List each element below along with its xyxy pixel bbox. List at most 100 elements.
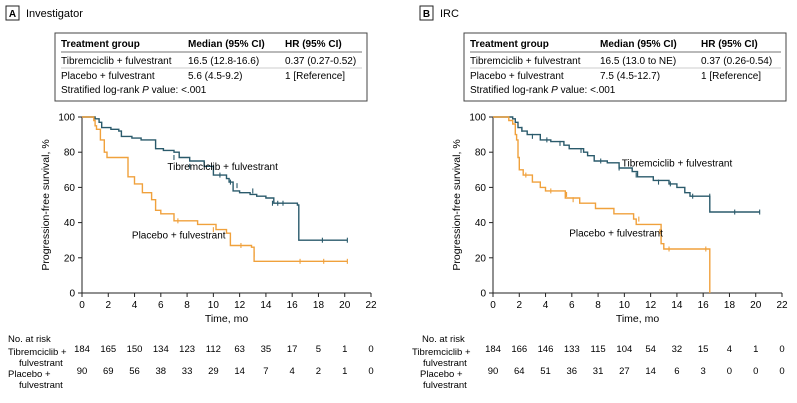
x-tick-label: 12: [645, 300, 657, 311]
x-tick-label: 14: [671, 300, 683, 311]
table-header-hr: HR (95% CI): [285, 39, 342, 50]
risk-count: 134: [153, 344, 169, 355]
table-row-tibremciclib-group: Tibremciclib + fulvestrant: [61, 56, 172, 67]
y-tick-label: 20: [64, 253, 76, 264]
y-axis-label: Progression-free survival, %: [40, 139, 52, 270]
placebo-curve: [493, 116, 711, 293]
y-tick-label: 60: [64, 183, 76, 194]
risk-count: 56: [129, 366, 140, 377]
risk-count: 112: [206, 344, 221, 355]
x-tick-label: 2: [105, 300, 111, 311]
panel-title: Investigator: [26, 8, 83, 20]
x-tick-label: 18: [724, 300, 736, 311]
risk-count: 150: [127, 344, 143, 355]
risk-count: 104: [616, 344, 632, 355]
risk-count: 165: [100, 344, 116, 355]
risk-count: 31: [593, 366, 604, 377]
x-tick-label: 16: [698, 300, 710, 311]
tibremciclib-curve: [82, 116, 348, 241]
placebo-curve-label: Placebo + fulvestrant: [569, 229, 663, 240]
table-row-tibremciclib-median: 16.5 (12.8-16.6): [188, 56, 259, 67]
risk-count: 115: [591, 344, 606, 355]
risk-count: 133: [564, 344, 580, 355]
table-row-placebo-group: Placebo + fulvestrant: [470, 71, 564, 82]
risk-table-title: No. at risk: [422, 334, 465, 345]
risk-row-label-tibremciclib: Tibremciclib + fulvestrant: [8, 347, 67, 369]
km-plot: 0 20 40 60 80 100 0 2 4 6 8 10 12 14 16 18 20 22 Time, mo P…: [451, 113, 788, 326]
x-tick-label: 0: [490, 300, 496, 311]
y-tick-label: 80: [64, 148, 76, 159]
risk-count: 146: [538, 344, 554, 355]
y-tick-label: 20: [475, 253, 487, 264]
table-header-group: Treatment group: [470, 39, 549, 50]
table-footer: Stratified log-rank P value: <.001: [61, 85, 207, 96]
risk-count: 33: [182, 366, 193, 377]
risk-count: 4: [290, 366, 295, 377]
table-footer: Stratified log-rank P value: <.001: [470, 85, 616, 96]
placebo-curve: [82, 116, 348, 262]
risk-count: 14: [645, 366, 656, 377]
risk-table: No. at risk Tibremciclib + fulvestrant Pl…: [412, 334, 785, 391]
table-row-tibremciclib-hr: 0.37 (0.27-0.52): [285, 56, 356, 67]
panel-investigator: A Investigator Treatment group Median (9…: [5, 5, 377, 391]
x-tick-label: 18: [313, 300, 325, 311]
y-axis-label: Progression-free survival, %: [451, 139, 463, 270]
summary-table: Treatment group Median (95% CI) HR (95% …: [54, 32, 368, 102]
risk-count: 64: [514, 366, 525, 377]
km-plot: 0 20 40 60 80 100 0 2 4 6 8 10 12 14 16 18 20 22 Time, mo P…: [40, 113, 377, 326]
summary-table: Treatment group Median (95% CI) HR (95% …: [463, 32, 787, 102]
x-tick-label: 14: [260, 300, 272, 311]
x-tick-label: 10: [619, 300, 631, 311]
panel-irc: B IRC Treatment group Median (95% CI) HR…: [412, 5, 788, 391]
risk-count: 1: [342, 344, 347, 355]
x-tick-label: 6: [158, 300, 164, 311]
risk-count: 7: [263, 366, 268, 377]
risk-count: 63: [234, 344, 245, 355]
x-tick-label: 12: [234, 300, 246, 311]
y-tick-label: 0: [69, 289, 75, 300]
x-tick-label: 8: [184, 300, 190, 311]
placebo-curve-label: Placebo + fulvestrant: [132, 230, 226, 241]
x-tick-label: 20: [339, 300, 351, 311]
risk-count: 0: [368, 366, 373, 377]
risk-count: 3: [701, 366, 706, 377]
risk-count: 166: [511, 344, 527, 355]
table-header-median: Median (95% CI): [600, 39, 677, 50]
risk-count: 36: [567, 366, 578, 377]
y-tick-label: 0: [480, 289, 486, 300]
panel-letter: B: [423, 9, 430, 20]
x-tick-label: 4: [543, 300, 549, 311]
risk-count: 2: [316, 366, 321, 377]
risk-count: 0: [779, 366, 784, 377]
y-tick-label: 40: [64, 218, 76, 229]
risk-count: 0: [753, 366, 758, 377]
risk-count: 32: [672, 344, 683, 355]
risk-count: 29: [208, 366, 219, 377]
risk-count: 69: [103, 366, 114, 377]
y-tick-label: 40: [475, 218, 487, 229]
risk-count: 184: [74, 344, 90, 355]
x-tick-label: 8: [595, 300, 601, 311]
risk-count: 5: [316, 344, 321, 355]
risk-count: 27: [619, 366, 630, 377]
x-tick-label: 6: [569, 300, 575, 311]
risk-count: 90: [488, 366, 499, 377]
risk-count: 6: [674, 366, 679, 377]
x-tick-label: 16: [287, 300, 299, 311]
risk-count: 38: [156, 366, 167, 377]
summary-table-border: [463, 32, 787, 102]
risk-count: 14: [234, 366, 245, 377]
panel-letter-box: [419, 5, 434, 21]
risk-count: 0: [779, 344, 784, 355]
risk-count: 51: [540, 366, 551, 377]
table-row-tibremciclib-hr: 0.37 (0.26-0.54): [701, 56, 772, 67]
table-row-placebo-hr: 1 [Reference]: [285, 71, 345, 82]
risk-count: 54: [645, 344, 656, 355]
tibremciclib-curve-label: Tibremciclib + fulvestrant: [622, 158, 733, 169]
x-tick-label: 2: [516, 300, 522, 311]
x-tick-label: 22: [776, 300, 788, 311]
risk-count: 0: [368, 344, 373, 355]
risk-count: 123: [179, 344, 195, 355]
risk-table-title: No. at risk: [8, 334, 51, 345]
table-row-placebo-median: 7.5 (4.5-12.7): [600, 71, 660, 82]
